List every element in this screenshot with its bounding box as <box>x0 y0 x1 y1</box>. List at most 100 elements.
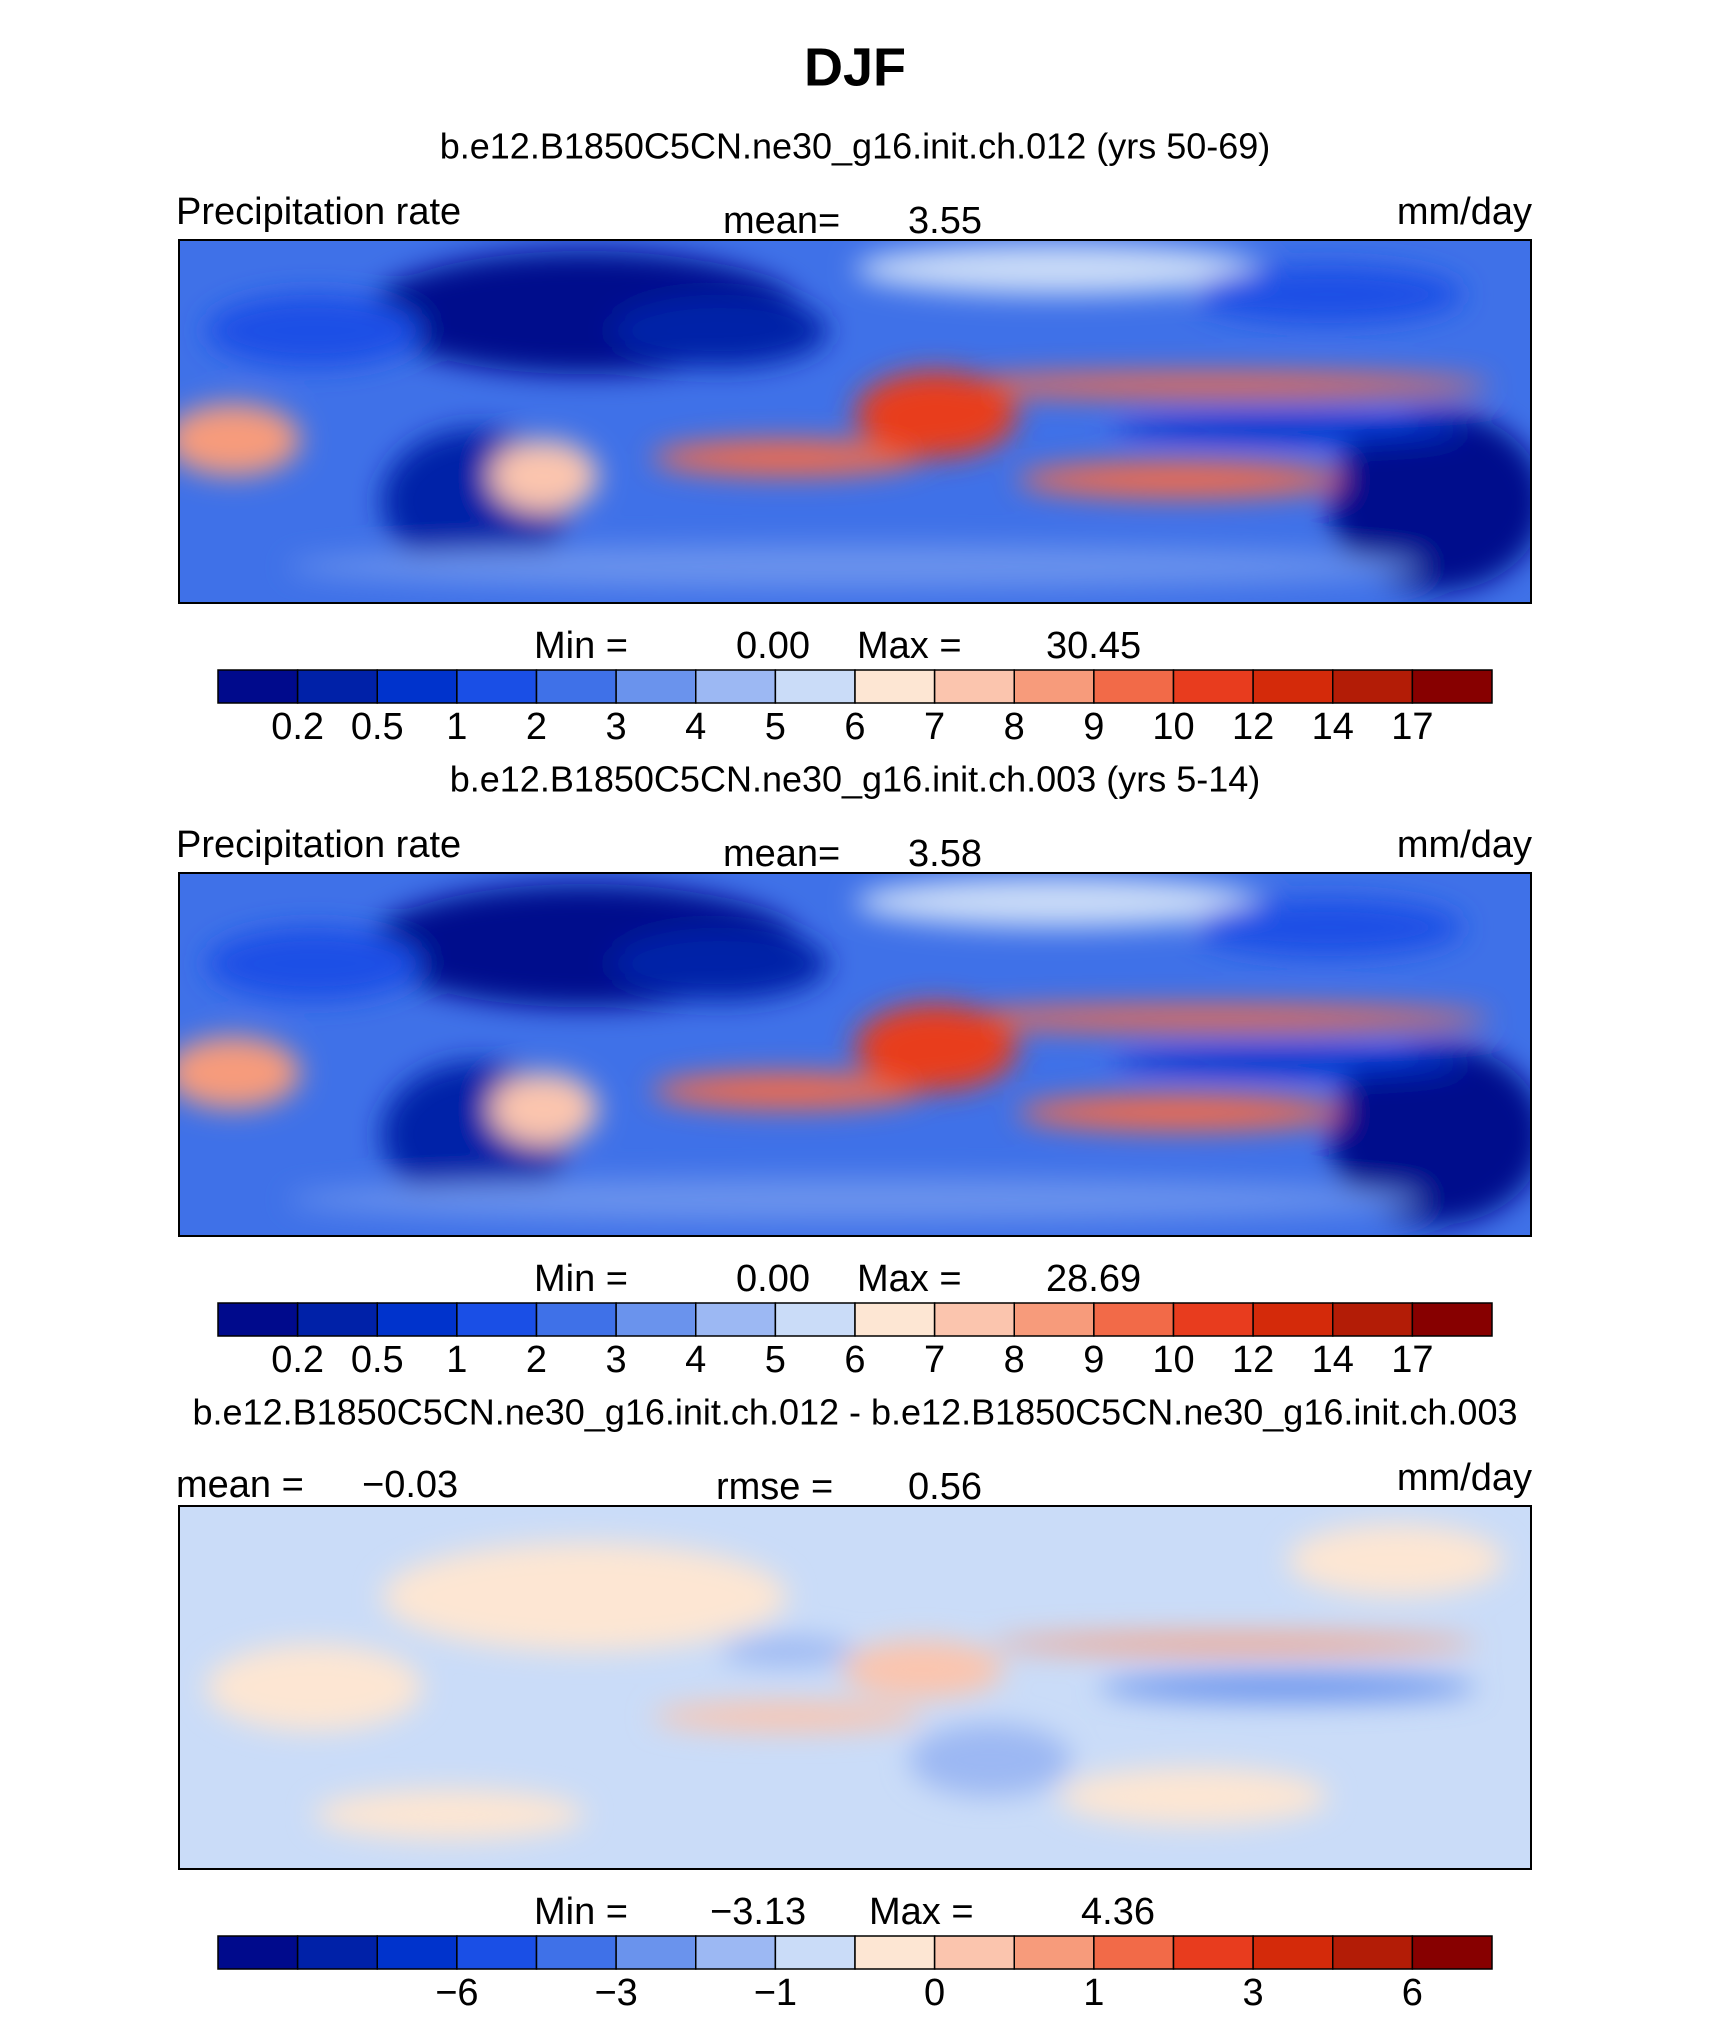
colorbar-box <box>854 1302 936 1337</box>
colorbar-label: 8 <box>1004 706 1025 748</box>
colorbar-box <box>1013 1935 1095 1970</box>
left-value: −0.03 <box>362 1464 458 1506</box>
colorbar-box <box>1332 669 1414 704</box>
field-patch <box>1193 265 1464 324</box>
colorbar-label: 1 <box>446 706 467 748</box>
field-patch <box>909 1723 1072 1797</box>
colorbar-box <box>1252 1302 1334 1337</box>
field-patch <box>206 1643 423 1732</box>
stat-value: 3.55 <box>908 200 982 242</box>
field-patch <box>1098 1672 1477 1703</box>
panel-title: b.e12.B1850C5CN.ne30_g16.init.ch.012 - b… <box>193 1392 1518 1433</box>
colorbar-label: 0.5 <box>351 706 404 748</box>
colorbar-label: 17 <box>1391 1339 1433 1381</box>
colorbar-label: 10 <box>1152 706 1194 748</box>
colorbar-box <box>456 669 538 704</box>
field-patch <box>652 1072 923 1109</box>
field-patch <box>1111 1047 1464 1077</box>
field-patch <box>611 927 828 1001</box>
field-patch <box>922 372 1491 398</box>
colorbar-label: 3 <box>606 1339 627 1381</box>
figure-title: DJF <box>804 37 906 97</box>
max-value: 28.69 <box>1046 1258 1141 1300</box>
colorbar-label: 7 <box>924 706 945 748</box>
field-patch <box>841 1640 1004 1699</box>
colorbar-box <box>1252 669 1334 704</box>
max-label: Max = <box>857 1258 962 1300</box>
colorbar-label: 12 <box>1232 706 1274 748</box>
panel-title: b.e12.B1850C5CN.ne30_g16.init.ch.003 (yr… <box>450 759 1261 800</box>
map-field <box>179 1506 1531 1869</box>
colorbar-box <box>933 669 1015 704</box>
max-value: 4.36 <box>1081 1891 1155 1933</box>
stat-label: rmse = <box>716 1466 833 1508</box>
field-patch <box>990 1634 1477 1654</box>
field-patch <box>1328 410 1531 593</box>
colorbar-box <box>296 1302 378 1337</box>
colorbar-box <box>695 669 777 704</box>
map-frame <box>178 239 1532 604</box>
colorbar-label: 0.5 <box>351 1339 404 1381</box>
units: mm/day <box>1397 1457 1532 1499</box>
map-frame <box>178 1505 1532 1870</box>
left-label: Precipitation rate <box>176 191 461 233</box>
field-patch <box>1017 1094 1342 1131</box>
field-patch <box>1111 414 1464 444</box>
units: mm/day <box>1397 824 1532 866</box>
colorbar-box <box>1411 1302 1493 1337</box>
colorbar-label: −6 <box>435 1972 478 2014</box>
field-patch <box>652 1702 923 1732</box>
colorbar-box <box>456 1935 538 1970</box>
map-field <box>179 873 1531 1236</box>
field-patch <box>855 876 1261 928</box>
colorbar-label: 1 <box>446 1339 467 1381</box>
field-patch <box>489 439 599 513</box>
max-label: Max = <box>869 1891 974 1933</box>
colorbar-box <box>1332 1935 1414 1970</box>
colorbar-label: 10 <box>1152 1339 1194 1381</box>
stat-value: 0.56 <box>908 1466 982 1508</box>
field-patch <box>855 370 1018 458</box>
field-patch <box>855 243 1261 295</box>
colorbar-box <box>376 1302 458 1337</box>
field-patch <box>1287 1524 1504 1597</box>
colorbar-label: 7 <box>924 1339 945 1381</box>
min-value: 0.00 <box>736 1258 810 1300</box>
min-value: 0.00 <box>736 625 810 667</box>
field-patch <box>1057 1767 1329 1826</box>
colorbar-box <box>854 669 936 704</box>
field-patch <box>179 1036 301 1109</box>
colorbar-box <box>217 1302 299 1337</box>
map-shapes <box>179 243 1531 593</box>
colorbar-box <box>376 669 458 704</box>
colorbar-box <box>296 1935 378 1970</box>
left-label: Precipitation rate <box>176 824 461 866</box>
colorbar-box <box>774 669 856 704</box>
colorbar-label: 6 <box>1402 1972 1423 2014</box>
colorbar-box <box>535 1935 617 1970</box>
colorbar-label: −3 <box>594 1972 637 2014</box>
field-patch <box>179 403 301 476</box>
colorbar-label: 1 <box>1083 1972 1104 2014</box>
colorbar-label: 17 <box>1391 706 1433 748</box>
field-patch <box>206 927 423 1001</box>
colorbar-box <box>1013 669 1095 704</box>
colorbar-box <box>296 669 378 704</box>
min-label: Min = <box>534 1258 628 1300</box>
field-patch <box>1328 1043 1531 1226</box>
field-patch <box>489 1072 599 1146</box>
colorbar-box <box>217 1935 299 1970</box>
map-field <box>179 240 1531 603</box>
colorbar-label: 6 <box>844 1339 865 1381</box>
colorbar-box <box>933 1935 1015 1970</box>
stat-label: mean= <box>723 833 840 875</box>
colorbar-box <box>1172 1935 1254 1970</box>
colorbar-label: 0.2 <box>271 1339 324 1381</box>
colorbar-label: 14 <box>1312 706 1354 748</box>
field-patch <box>652 439 923 476</box>
colorbar-label: 2 <box>526 1339 547 1381</box>
colorbar-box <box>1093 669 1175 704</box>
colorbar-box <box>456 1302 538 1337</box>
field-patch <box>287 544 1423 589</box>
